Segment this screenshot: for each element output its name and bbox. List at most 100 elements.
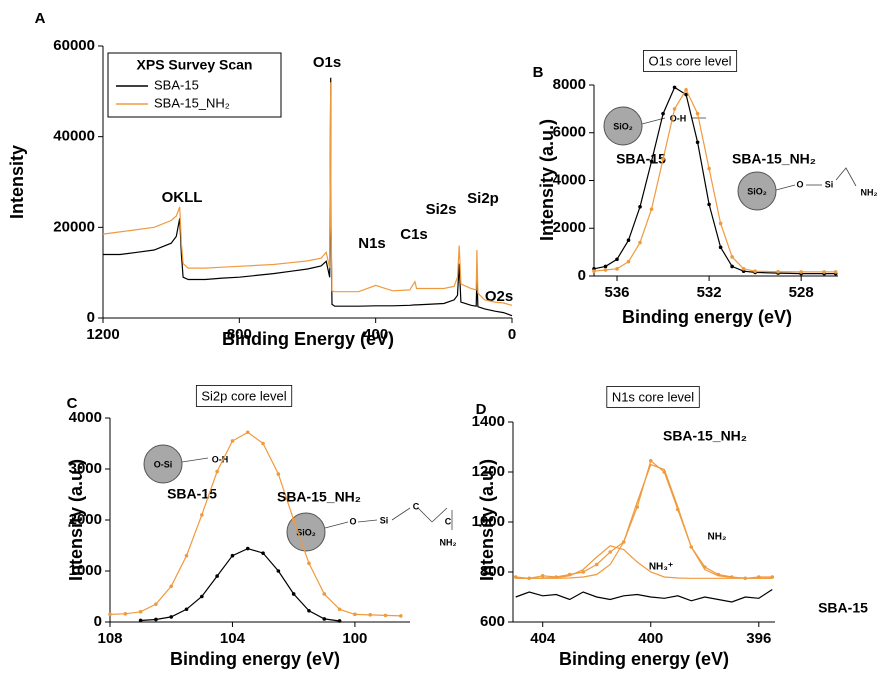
y-axis-title: Intensity (a.u.) [477, 459, 497, 581]
data-point [540, 573, 545, 578]
x-tick-label: 400 [638, 630, 663, 647]
data-point [383, 613, 388, 618]
data-point [215, 469, 219, 474]
annotation: C [413, 501, 420, 511]
series-label: SBA-15 [818, 600, 868, 616]
data-point [276, 472, 281, 476]
data-point [615, 257, 619, 262]
y-tick-label: 0 [578, 267, 586, 284]
x-tick-label: 0 [508, 326, 516, 343]
data-point [307, 608, 311, 613]
title-box [195, 385, 293, 407]
data-point [322, 617, 327, 621]
annotation: SiO₂ [747, 186, 767, 196]
data-point [399, 614, 403, 618]
data-point [684, 87, 688, 92]
data-point [230, 553, 235, 558]
annotation: O [796, 179, 803, 189]
data-point [730, 264, 734, 269]
data-point [608, 550, 613, 554]
annotation: OKLL [162, 189, 203, 206]
y-tick-label: 6000 [553, 124, 586, 141]
data-point [138, 610, 143, 614]
data-point [753, 269, 757, 274]
data-point [200, 594, 204, 599]
data-point [615, 267, 619, 271]
y-tick-label: 1000 [472, 513, 505, 530]
title-box [643, 50, 738, 72]
x-tick-label: 532 [697, 284, 722, 301]
y-tick-label: 20000 [53, 218, 95, 235]
data-point [291, 592, 296, 596]
annotation: O [349, 516, 356, 526]
data-point [230, 439, 235, 443]
annotation: NH₂ [861, 187, 878, 197]
x-tick-label: 800 [227, 326, 252, 343]
data-point [626, 238, 631, 242]
series-line [103, 77, 513, 317]
data-point [648, 458, 653, 463]
data-point [661, 157, 665, 161]
series-line [515, 463, 773, 579]
series-line [102, 82, 513, 306]
series-line [515, 545, 773, 579]
data-point [169, 584, 174, 589]
data-point [684, 92, 688, 97]
data-point [638, 204, 642, 209]
data-point [603, 268, 608, 272]
y-axis-title: Intensity (a.u.) [66, 459, 86, 581]
series-label: SBA-15 [616, 151, 666, 167]
series-label: NH₂ [708, 532, 727, 543]
y-tick-label: 1200 [472, 463, 505, 480]
data-point [741, 267, 746, 271]
annotation: Si [825, 179, 834, 189]
data-point [184, 607, 189, 612]
annotation: O-H [670, 113, 687, 123]
y-axis-title: Intensity (a.u.) [537, 119, 557, 241]
x-axis-title: Binding Energy (eV) [222, 329, 394, 349]
data-point [707, 166, 711, 171]
data-point [718, 245, 723, 250]
bond [417, 507, 433, 523]
annotation: N1s [358, 235, 386, 252]
x-tick-label: 536 [605, 284, 630, 301]
data-point [245, 546, 250, 551]
data-point [154, 617, 158, 622]
data-point [291, 518, 296, 522]
data-point [718, 221, 723, 226]
title-box [606, 386, 700, 408]
x-axis-title: Binding energy (eV) [622, 307, 792, 327]
x-tick-label: 396 [746, 630, 771, 647]
series-label: SBA-15_NH₂ [277, 489, 361, 505]
particle [603, 106, 643, 146]
bond [775, 184, 796, 191]
y-tick-label: 1000 [69, 562, 102, 579]
data-point [672, 85, 677, 90]
chart-title: O1s core level [648, 53, 731, 68]
data-point [276, 569, 281, 573]
annotation: SiO₂ [296, 527, 316, 537]
x-axis-title: Binding energy (eV) [559, 649, 729, 669]
bond [357, 519, 378, 523]
chart-title: N1s core level [612, 389, 694, 404]
y-tick-label: 4000 [69, 409, 102, 426]
y-tick-label: 1400 [472, 413, 505, 430]
legend-label: SBA-15 [154, 77, 199, 92]
data-point [592, 269, 596, 274]
data-point [337, 619, 342, 623]
data-point [638, 240, 642, 245]
data-point [138, 618, 143, 623]
data-point [695, 111, 700, 116]
particle [286, 512, 326, 552]
annotation: Si [380, 515, 389, 525]
data-point [581, 570, 586, 574]
data-point [649, 159, 654, 164]
annotation: O1s [313, 54, 341, 71]
legend-box [107, 52, 282, 118]
data-point [594, 562, 599, 567]
annotation: NH₂ [440, 537, 457, 547]
y-tick-label: 60000 [53, 37, 95, 54]
annotation: Si2p [467, 190, 499, 207]
data-point [776, 269, 780, 274]
data-point [184, 553, 189, 558]
